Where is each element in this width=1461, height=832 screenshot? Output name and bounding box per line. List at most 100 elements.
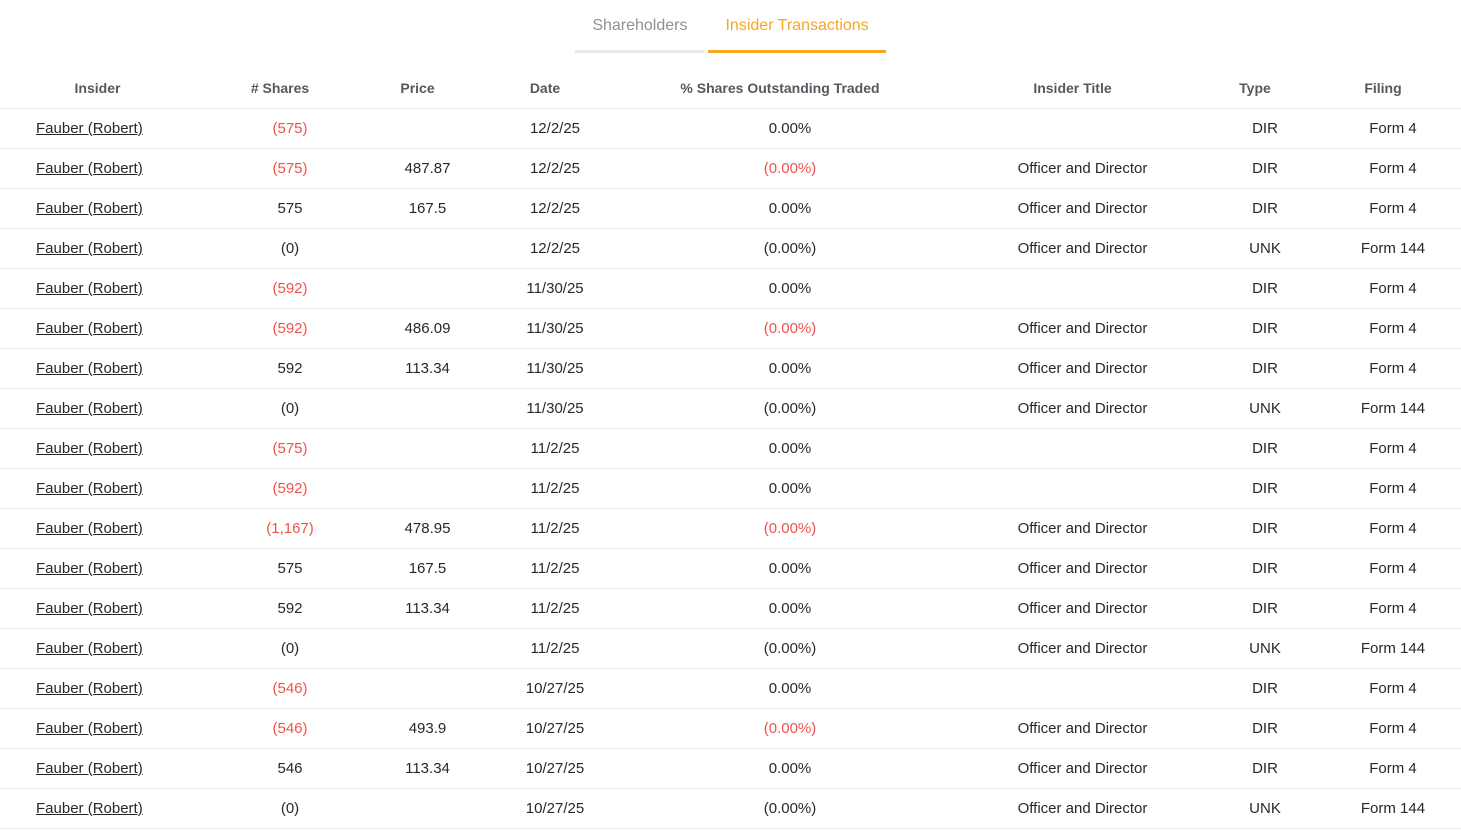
insider-cell: Fauber (Robert)	[0, 508, 215, 549]
column-header-shares: # Shares	[215, 68, 365, 109]
filing-cell: Form 4	[1325, 588, 1461, 629]
shares-cell: (575)	[215, 108, 365, 149]
insider-link[interactable]: Fauber (Robert)	[36, 359, 143, 377]
insider-title-cell: Officer and Director	[960, 388, 1205, 429]
price-cell: 167.5	[365, 188, 490, 229]
table-row: Fauber (Robert) (546) 493.9 10/27/25 (0.…	[0, 708, 1461, 749]
insider-cell: Fauber (Robert)	[0, 108, 215, 149]
insider-title-cell: Officer and Director	[960, 148, 1205, 189]
type-cell: UNK	[1205, 388, 1325, 429]
insider-link[interactable]: Fauber (Robert)	[36, 279, 143, 297]
insider-transactions-table: Insider # Shares Price Date % Shares Out…	[0, 68, 1461, 829]
insider-title-cell	[960, 468, 1205, 509]
insider-link[interactable]: Fauber (Robert)	[36, 239, 143, 257]
table-row: Fauber (Robert) (575) 11/2/25 0.00% DIR …	[0, 428, 1461, 469]
shares-cell: (546)	[215, 668, 365, 709]
table-row: Fauber (Robert) (592) 11/2/25 0.00% DIR …	[0, 468, 1461, 509]
insider-cell: Fauber (Robert)	[0, 348, 215, 389]
pct-outstanding-cell: 0.00%	[620, 748, 960, 789]
price-cell: 113.34	[365, 588, 490, 629]
insider-link[interactable]: Fauber (Robert)	[36, 519, 143, 537]
insider-link[interactable]: Fauber (Robert)	[36, 639, 143, 657]
insider-link[interactable]: Fauber (Robert)	[36, 199, 143, 217]
shares-cell: (1,167)	[215, 508, 365, 549]
insider-link[interactable]: Fauber (Robert)	[36, 679, 143, 697]
filing-cell: Form 144	[1325, 628, 1461, 669]
insider-link[interactable]: Fauber (Robert)	[36, 439, 143, 457]
shares-cell: 592	[215, 348, 365, 389]
tab-bar: Shareholders Insider Transactions	[0, 0, 1461, 53]
filing-cell: Form 4	[1325, 748, 1461, 789]
column-header-filing: Filing	[1325, 68, 1461, 109]
price-cell	[365, 468, 490, 509]
filing-cell: Form 4	[1325, 708, 1461, 749]
filing-cell: Form 4	[1325, 548, 1461, 589]
insider-link[interactable]: Fauber (Robert)	[36, 399, 143, 417]
tab-insider-transactions[interactable]: Insider Transactions	[708, 0, 886, 53]
date-cell: 10/27/25	[490, 788, 620, 829]
table-row: Fauber (Robert) (592) 486.09 11/30/25 (0…	[0, 308, 1461, 349]
insider-title-cell	[960, 428, 1205, 469]
insider-title-cell: Officer and Director	[960, 748, 1205, 789]
table-header: Insider # Shares Price Date % Shares Out…	[0, 68, 1461, 109]
column-header-date: Date	[490, 68, 620, 109]
insider-cell: Fauber (Robert)	[0, 628, 215, 669]
insider-link[interactable]: Fauber (Robert)	[36, 759, 143, 777]
insider-cell: Fauber (Robert)	[0, 708, 215, 749]
pct-outstanding-cell: 0.00%	[620, 468, 960, 509]
table-row: Fauber (Robert) (575) 487.87 12/2/25 (0.…	[0, 148, 1461, 189]
insider-link[interactable]: Fauber (Robert)	[36, 479, 143, 497]
insider-link[interactable]: Fauber (Robert)	[36, 119, 143, 137]
table-row: Fauber (Robert) 592 113.34 11/2/25 0.00%…	[0, 588, 1461, 629]
pct-outstanding-cell: 0.00%	[620, 548, 960, 589]
tab-shareholders[interactable]: Shareholders	[575, 0, 705, 53]
table-row: Fauber (Robert) (575) 12/2/25 0.00% DIR …	[0, 108, 1461, 149]
type-cell: DIR	[1205, 468, 1325, 509]
type-cell: DIR	[1205, 748, 1325, 789]
insider-title-cell: Officer and Director	[960, 348, 1205, 389]
table-row: Fauber (Robert) 546 113.34 10/27/25 0.00…	[0, 748, 1461, 789]
date-cell: 11/30/25	[490, 348, 620, 389]
date-cell: 12/2/25	[490, 108, 620, 149]
insider-link[interactable]: Fauber (Robert)	[36, 159, 143, 177]
shares-cell: (575)	[215, 148, 365, 189]
insider-title-cell	[960, 268, 1205, 309]
price-cell: 493.9	[365, 708, 490, 749]
insider-cell: Fauber (Robert)	[0, 148, 215, 189]
date-cell: 11/30/25	[490, 268, 620, 309]
insider-title-cell	[960, 668, 1205, 709]
insider-cell: Fauber (Robert)	[0, 748, 215, 789]
insider-title-cell: Officer and Director	[960, 508, 1205, 549]
insider-cell: Fauber (Robert)	[0, 788, 215, 829]
price-cell: 487.87	[365, 148, 490, 189]
shares-cell: (592)	[215, 308, 365, 349]
insider-link[interactable]: Fauber (Robert)	[36, 319, 143, 337]
insider-cell: Fauber (Robert)	[0, 268, 215, 309]
date-cell: 11/30/25	[490, 308, 620, 349]
insider-link[interactable]: Fauber (Robert)	[36, 559, 143, 577]
insider-cell: Fauber (Robert)	[0, 308, 215, 349]
price-cell	[365, 228, 490, 269]
date-cell: 11/2/25	[490, 468, 620, 509]
shares-cell: (0)	[215, 628, 365, 669]
shares-cell: (0)	[215, 228, 365, 269]
filing-cell: Form 4	[1325, 428, 1461, 469]
filing-cell: Form 4	[1325, 508, 1461, 549]
date-cell: 11/2/25	[490, 548, 620, 589]
column-header-price: Price	[365, 68, 490, 109]
insider-cell: Fauber (Robert)	[0, 428, 215, 469]
shares-cell: (0)	[215, 788, 365, 829]
filing-cell: Form 4	[1325, 668, 1461, 709]
insider-link[interactable]: Fauber (Robert)	[36, 719, 143, 737]
type-cell: DIR	[1205, 508, 1325, 549]
filing-cell: Form 144	[1325, 228, 1461, 269]
filing-cell: Form 144	[1325, 788, 1461, 829]
date-cell: 12/2/25	[490, 148, 620, 189]
insider-title-cell: Officer and Director	[960, 548, 1205, 589]
insider-link[interactable]: Fauber (Robert)	[36, 799, 143, 817]
filing-cell: Form 4	[1325, 308, 1461, 349]
insider-link[interactable]: Fauber (Robert)	[36, 599, 143, 617]
filing-cell: Form 144	[1325, 388, 1461, 429]
insider-title-cell: Officer and Director	[960, 708, 1205, 749]
type-cell: DIR	[1205, 588, 1325, 629]
